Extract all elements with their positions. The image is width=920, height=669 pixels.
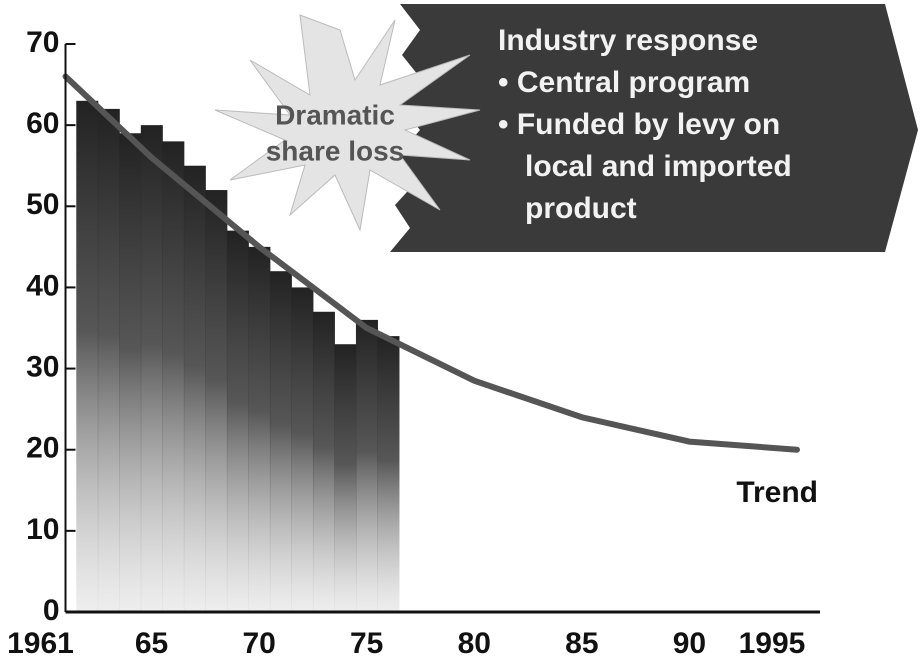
y-tick-label: 50 [26, 188, 59, 221]
bar [291, 287, 314, 612]
x-tick-label: 65 [135, 627, 168, 660]
y-tick-label: 0 [43, 594, 60, 627]
y-tick-label: 20 [26, 432, 59, 465]
trend-line [62, 73, 800, 453]
bar [334, 344, 357, 612]
bar [119, 133, 142, 612]
y-tick-label: 30 [26, 350, 59, 383]
bar [97, 108, 120, 613]
bar [355, 319, 378, 612]
callout-text: product [525, 192, 637, 225]
callout-arrow [390, 4, 918, 252]
y-tick-label: 10 [26, 513, 59, 546]
x-tick-label: 85 [565, 627, 598, 660]
bar [76, 100, 99, 613]
x-tick-label: 70 [242, 627, 275, 660]
x-tick-label: 1961 [7, 627, 74, 660]
bar [269, 271, 292, 612]
bar [162, 141, 185, 612]
callout-text: local and imported [525, 150, 792, 183]
y-tick-label: 60 [26, 107, 59, 140]
y-tick-label: 40 [26, 269, 59, 302]
bar [205, 190, 228, 613]
bar [226, 230, 249, 612]
callout-text: • Funded by levy on [498, 108, 780, 141]
y-tick-label: 70 [26, 26, 59, 59]
starburst [214, 14, 481, 232]
x-tick-label: 80 [458, 627, 491, 660]
callout-text: Industry response [498, 24, 758, 57]
bar [377, 336, 400, 612]
burst-text: Dramatic [275, 99, 395, 130]
x-tick-label: 90 [673, 627, 706, 660]
bar [312, 311, 335, 612]
x-tick-label: 75 [350, 627, 383, 660]
x-tick-label: 1995 [739, 627, 806, 660]
callout-text: • Central program [498, 66, 750, 99]
trend-label: Trend [736, 476, 818, 509]
bar [248, 246, 271, 612]
bar [183, 165, 206, 612]
burst-text: share loss [266, 135, 405, 166]
bar [140, 125, 163, 613]
